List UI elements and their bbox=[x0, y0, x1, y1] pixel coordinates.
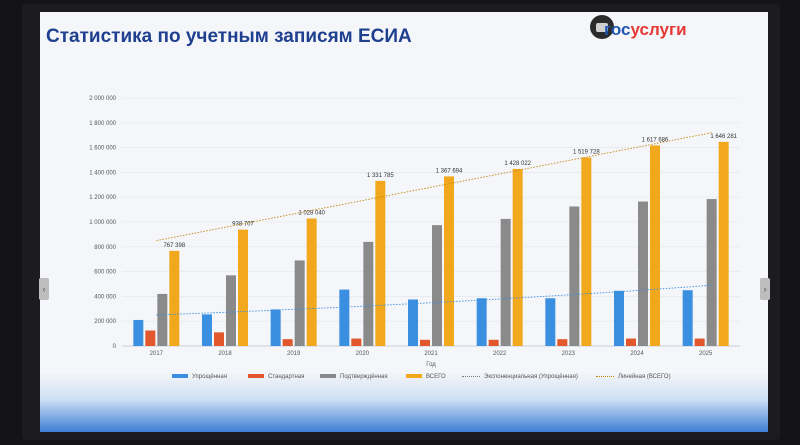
legend-item-linear-trend: Линейная (ВСЕГО) bbox=[596, 374, 671, 380]
y-tick-label: 200 000 bbox=[94, 319, 116, 325]
bar bbox=[614, 290, 624, 346]
bar bbox=[569, 206, 580, 346]
gosuslugi-logo: госуслуги bbox=[590, 14, 720, 46]
data-label: 1 519 728 bbox=[573, 150, 600, 156]
legend-item-standard: Стандартная bbox=[248, 374, 304, 380]
data-label: 1 646 281 bbox=[710, 134, 737, 140]
bar bbox=[214, 332, 224, 346]
y-tick-label: 800 000 bbox=[94, 245, 116, 251]
bar bbox=[476, 298, 487, 346]
x-tick-label: 2020 bbox=[356, 351, 370, 357]
legend-swatch bbox=[248, 374, 264, 379]
logo-emblem-icon bbox=[590, 15, 614, 39]
data-label: 1 028 040 bbox=[298, 211, 325, 217]
slide-prev-button[interactable]: ‹ bbox=[39, 278, 49, 300]
bar bbox=[444, 176, 454, 346]
x-tick-label: 2017 bbox=[150, 351, 164, 357]
bar bbox=[363, 241, 374, 346]
bar bbox=[145, 330, 156, 346]
bar bbox=[694, 338, 705, 346]
bar bbox=[488, 339, 499, 346]
bar bbox=[408, 299, 418, 346]
y-tick-label: 1 200 000 bbox=[89, 195, 116, 201]
x-tick-label: 2022 bbox=[493, 351, 507, 357]
legend-item-exp-trend: Экспоненциальная (Упрощённая) bbox=[462, 374, 578, 380]
bar bbox=[706, 199, 717, 346]
bar bbox=[581, 157, 592, 346]
bar bbox=[682, 290, 693, 346]
legend-item-confirmed: Подтверждённая bbox=[320, 374, 388, 380]
data-label: 938 707 bbox=[232, 222, 254, 228]
x-axis-title: Год bbox=[426, 362, 436, 368]
legend-dotted-line bbox=[462, 375, 480, 377]
bar bbox=[270, 309, 281, 346]
chart-legend: Упрощённая Стандартная Подтверждённая ВС… bbox=[130, 374, 690, 386]
bar bbox=[133, 319, 144, 346]
trendline bbox=[156, 284, 712, 316]
y-tick-label: 0 bbox=[113, 344, 117, 350]
bar bbox=[545, 298, 556, 346]
legend-swatch bbox=[172, 374, 188, 379]
x-tick-label: 2018 bbox=[218, 351, 232, 357]
bar bbox=[226, 275, 236, 346]
bar bbox=[638, 201, 648, 346]
trendline bbox=[156, 132, 712, 242]
slide-title: Статистика по учетным записям ЕСИА bbox=[46, 26, 412, 47]
y-tick-label: 1 800 000 bbox=[89, 121, 116, 127]
bar bbox=[238, 229, 248, 346]
bar bbox=[650, 145, 660, 346]
y-tick-label: 1 400 000 bbox=[89, 170, 116, 176]
slide-next-button[interactable]: › bbox=[760, 278, 770, 300]
x-tick-label: 2019 bbox=[287, 351, 301, 357]
bar bbox=[282, 339, 293, 346]
y-tick-label: 600 000 bbox=[94, 270, 116, 276]
logo-text-part1: гос bbox=[604, 20, 631, 39]
x-tick-label: 2025 bbox=[699, 351, 713, 357]
data-label: 1 428 022 bbox=[504, 161, 531, 167]
y-tick-label: 2 000 000 bbox=[89, 96, 116, 102]
bar bbox=[306, 218, 317, 346]
bar bbox=[626, 338, 636, 346]
bar bbox=[351, 338, 362, 346]
legend-item-total: ВСЕГО bbox=[406, 374, 446, 380]
bar bbox=[375, 180, 386, 346]
bar bbox=[339, 289, 350, 346]
bar bbox=[294, 260, 305, 346]
legend-swatch bbox=[320, 374, 336, 379]
data-label: 767 398 bbox=[163, 243, 185, 249]
data-label: 1 367 694 bbox=[436, 168, 463, 174]
logo-text-part2: услуги bbox=[630, 20, 687, 39]
bar bbox=[157, 293, 168, 346]
legend-dotted-line bbox=[596, 375, 614, 377]
legend-item-simplified: Упрощённая bbox=[172, 374, 227, 380]
slide-bottom-glow bbox=[40, 372, 768, 432]
bar bbox=[169, 250, 180, 346]
x-tick-label: 2021 bbox=[424, 351, 438, 357]
y-tick-label: 1 000 000 bbox=[89, 220, 116, 226]
x-tick-label: 2024 bbox=[630, 351, 644, 357]
bar bbox=[202, 314, 212, 346]
data-label: 1 331 785 bbox=[367, 173, 394, 179]
bar bbox=[500, 218, 511, 346]
bar bbox=[432, 225, 442, 346]
bar bbox=[557, 339, 568, 346]
bar bbox=[718, 141, 729, 346]
legend-swatch bbox=[406, 374, 422, 379]
bar bbox=[420, 339, 430, 346]
bar bbox=[512, 168, 523, 346]
x-tick-label: 2023 bbox=[562, 351, 576, 357]
y-tick-label: 1 600 000 bbox=[89, 146, 116, 152]
data-label: 1 617 686 bbox=[642, 137, 669, 143]
y-tick-label: 400 000 bbox=[94, 294, 116, 300]
